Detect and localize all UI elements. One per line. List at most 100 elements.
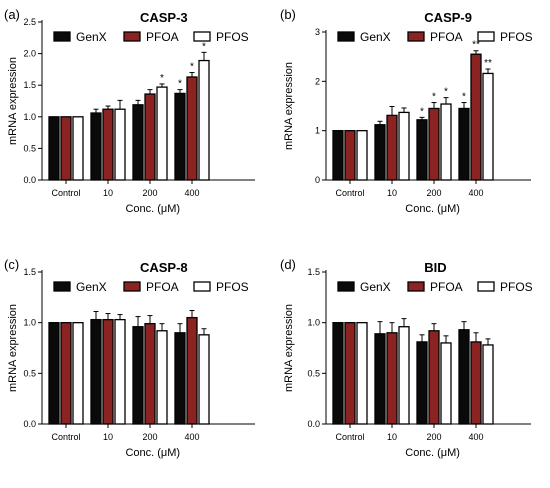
bar-genx bbox=[48, 322, 60, 425]
bar-pfoa bbox=[144, 93, 156, 181]
legend-label: GenX bbox=[360, 30, 391, 44]
legend-swatch-pfos bbox=[193, 281, 211, 292]
significance-mark: * bbox=[432, 92, 436, 103]
bar-genx bbox=[90, 318, 102, 425]
legend-swatch-genx bbox=[337, 281, 355, 292]
bar-genx bbox=[174, 92, 186, 181]
bar-pfos bbox=[156, 86, 168, 181]
bar-pfos bbox=[198, 59, 210, 181]
x-tick-label: 10 bbox=[387, 432, 397, 442]
bar-genx bbox=[132, 104, 144, 181]
y-axis-label: mRNA expression bbox=[7, 57, 19, 145]
bar-pfoa bbox=[60, 116, 72, 181]
y-tick-label: 2.0 bbox=[23, 49, 36, 59]
x-tick-label: 200 bbox=[142, 432, 157, 442]
bar-pfoa bbox=[102, 108, 114, 181]
y-tick-label: 0.5 bbox=[307, 368, 320, 378]
bar-genx bbox=[90, 112, 102, 181]
x-tick-label: Control bbox=[51, 188, 80, 198]
bar-pfoa bbox=[470, 53, 482, 181]
legend-swatch-pfos bbox=[477, 281, 495, 292]
bar-pfoa bbox=[386, 114, 398, 181]
x-tick-label: 400 bbox=[468, 188, 483, 198]
chart-panel-0: (a) CASP-3 0.0 0.5 1.0 1.5 2.0 2.5 mRNA expressi… bbox=[4, 7, 255, 215]
x-tick-label: Control bbox=[51, 432, 80, 442]
panel-label: (c) bbox=[4, 257, 19, 272]
y-tick-label: 1.0 bbox=[23, 318, 36, 328]
x-tick-label: 200 bbox=[426, 188, 441, 198]
panel-label: (d) bbox=[280, 257, 296, 272]
x-tick-label: Control bbox=[335, 188, 364, 198]
x-tick-label: 400 bbox=[184, 188, 199, 198]
legend-swatch-pfoa bbox=[123, 31, 141, 42]
y-tick-label: 0.0 bbox=[23, 419, 36, 429]
y-tick-label: 1.0 bbox=[307, 318, 320, 328]
y-tick-label: 1.5 bbox=[23, 267, 36, 277]
legend-label: PFOA bbox=[430, 280, 463, 294]
x-tick-label: 400 bbox=[184, 432, 199, 442]
x-tick-label: 10 bbox=[103, 188, 113, 198]
y-tick-label: 0.5 bbox=[23, 368, 36, 378]
legend-swatch-genx bbox=[53, 31, 71, 42]
bar-pfoa bbox=[344, 322, 356, 425]
legend-label: PFOA bbox=[430, 30, 463, 44]
y-axis-label: mRNA expression bbox=[283, 62, 295, 150]
chart-title: CASP-9 bbox=[424, 10, 472, 25]
bar-genx bbox=[416, 341, 428, 425]
x-tick-label: 400 bbox=[468, 432, 483, 442]
bar-pfos bbox=[198, 334, 210, 425]
panel-label: (a) bbox=[4, 7, 20, 22]
bar-genx bbox=[458, 107, 470, 181]
y-tick-label: 2.5 bbox=[23, 17, 36, 27]
legend-swatch-genx bbox=[53, 281, 71, 292]
bar-pfoa bbox=[186, 76, 198, 181]
legend-swatch-pfoa bbox=[407, 281, 425, 292]
bar-genx bbox=[332, 130, 344, 181]
y-tick-label: 0 bbox=[315, 175, 320, 185]
significance-mark: * bbox=[420, 106, 424, 117]
bar-pfos bbox=[156, 330, 168, 425]
bar-pfoa bbox=[186, 316, 198, 425]
y-tick-label: 3 bbox=[315, 27, 320, 37]
chart-title: CASP-3 bbox=[140, 10, 188, 25]
x-tick-label: Control bbox=[335, 432, 364, 442]
chart-title: CASP-8 bbox=[140, 260, 188, 275]
bar-pfos bbox=[356, 130, 368, 181]
x-axis-label: Conc. (μM) bbox=[125, 447, 180, 459]
legend-label: GenX bbox=[76, 280, 107, 294]
bar-pfoa bbox=[60, 322, 72, 425]
bar-pfoa bbox=[144, 323, 156, 425]
significance-mark: * bbox=[160, 73, 164, 84]
panel-label: (b) bbox=[280, 7, 296, 22]
x-tick-label: 200 bbox=[426, 432, 441, 442]
y-tick-label: 1.5 bbox=[307, 267, 320, 277]
bar-genx bbox=[374, 333, 386, 425]
bar-pfoa bbox=[470, 341, 482, 425]
x-axis-label: Conc. (μM) bbox=[405, 447, 460, 459]
bar-genx bbox=[332, 322, 344, 425]
significance-mark: * bbox=[178, 79, 182, 90]
legend-swatch-genx bbox=[337, 31, 355, 42]
bar-pfoa bbox=[428, 107, 440, 181]
y-axis-label: mRNA expression bbox=[283, 304, 295, 392]
chart-title: BID bbox=[424, 260, 446, 275]
y-tick-label: 1.0 bbox=[23, 112, 36, 122]
bar-genx bbox=[132, 326, 144, 425]
legend-label: GenX bbox=[360, 280, 391, 294]
significance-mark: * bbox=[444, 87, 448, 98]
bar-genx bbox=[174, 332, 186, 425]
bar-pfoa bbox=[102, 318, 114, 425]
y-tick-label: 2 bbox=[315, 76, 320, 86]
y-tick-label: 1.5 bbox=[23, 80, 36, 90]
bar-pfos bbox=[114, 318, 126, 425]
x-axis-label: Conc. (μM) bbox=[405, 203, 460, 215]
bar-pfos bbox=[482, 344, 494, 425]
y-tick-label: 0.0 bbox=[23, 175, 36, 185]
legend-swatch-pfos bbox=[193, 31, 211, 42]
x-tick-label: 10 bbox=[387, 188, 397, 198]
significance-mark: ** bbox=[484, 58, 492, 69]
bar-pfos bbox=[440, 342, 452, 425]
y-axis-label: mRNA expression bbox=[7, 304, 19, 392]
